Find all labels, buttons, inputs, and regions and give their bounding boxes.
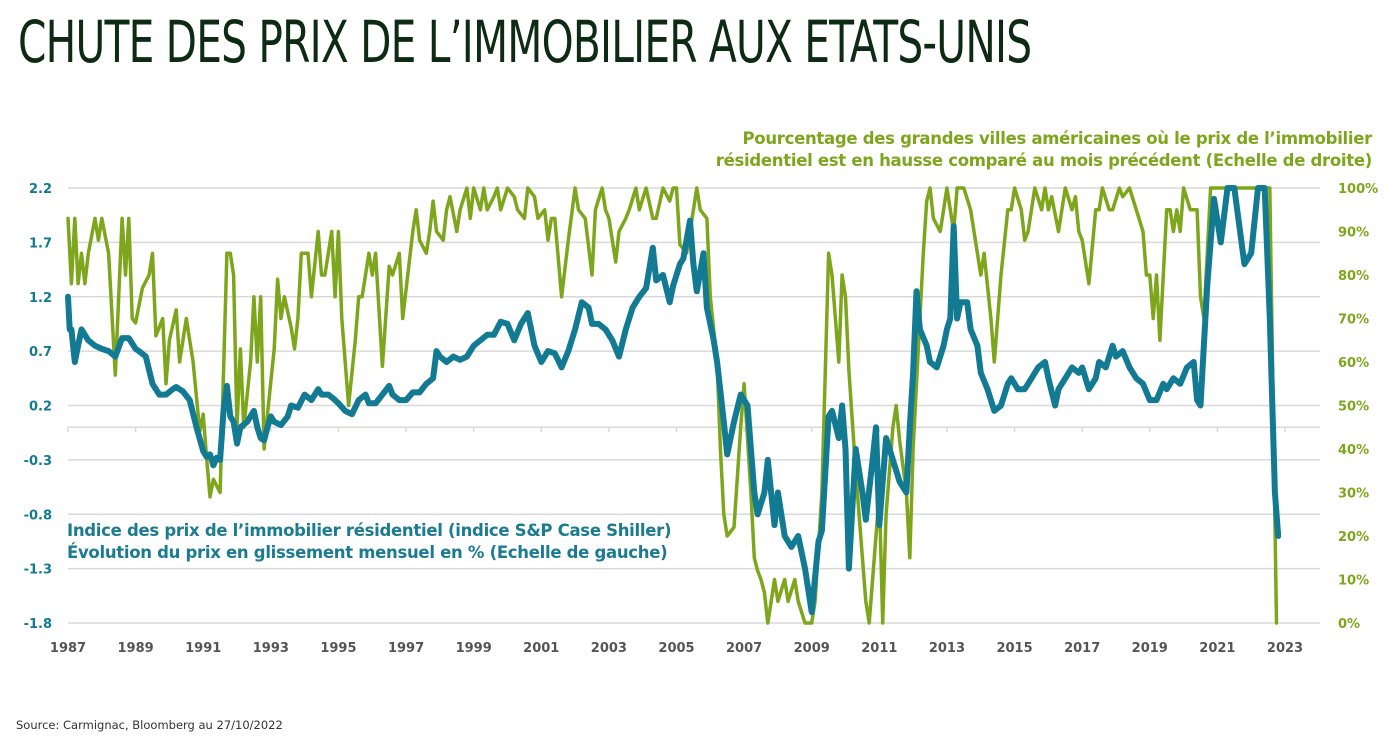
left-tick-label: 1.2: [29, 291, 52, 306]
right-tick-label: 0%: [1338, 617, 1360, 632]
left-legend-line-1: Indice des prix de l’immobilier résident…: [67, 521, 672, 540]
right-tick-label: 80%: [1338, 269, 1369, 284]
left-tick-label: 2.2: [29, 182, 52, 197]
x-tick-label: 2021: [1199, 641, 1235, 656]
x-tick-label: 2007: [726, 641, 762, 656]
right-tick-label: 50%: [1338, 400, 1369, 415]
series-line-pct-cities: [66, 186, 1279, 625]
source-note: Source: Carmignac, Bloomberg au 27/10/20…: [16, 718, 283, 732]
x-tick-label: 1999: [456, 641, 492, 656]
right-tick-label: 10%: [1338, 574, 1369, 589]
x-tick-label: 2017: [1064, 641, 1100, 656]
left-tick-label: -0.8: [24, 508, 52, 523]
left-tick-label: -1.8: [24, 617, 52, 632]
x-tick-label: 2013: [929, 641, 965, 656]
x-tick-label: 1995: [320, 641, 356, 656]
x-tick-label: 2023: [1267, 641, 1303, 656]
x-tick-label: 1987: [50, 641, 86, 656]
x-tick-label: 2003: [591, 641, 627, 656]
right-tick-label: 100%: [1338, 182, 1378, 197]
x-axis-ticks: 1987 1989 1991 1993 1995 1997 1999 2001 2003 2005…: [50, 641, 1303, 656]
right-series-legend: Pourcentage des grandes villes américain…: [715, 128, 1373, 172]
x-tick-label: 1997: [388, 641, 424, 656]
right-tick-label: 40%: [1338, 443, 1369, 458]
x-tick-label: 2019: [1132, 641, 1168, 656]
x-tick-label: 1991: [185, 641, 221, 656]
x-tick-label: 2001: [523, 641, 559, 656]
x-tick-label: 2005: [658, 641, 694, 656]
right-legend-line-1: Pourcentage des grandes villes américain…: [742, 129, 1373, 148]
left-legend-line-2: Évolution du prix en glissement mensuel …: [67, 543, 668, 562]
right-tick-label: 60%: [1338, 356, 1369, 371]
right-tick-label: 90%: [1338, 226, 1369, 241]
left-series-legend: Indice des prix de l’immobilier résident…: [67, 520, 672, 564]
x-tick-label: 1989: [118, 641, 154, 656]
right-tick-label: 70%: [1338, 313, 1369, 328]
left-tick-label: 1.7: [29, 236, 52, 251]
series-line-case-shiller: [65, 185, 1282, 616]
right-legend-line-2: résidentiel est en hausse comparé au moi…: [715, 151, 1373, 170]
series-lines: [65, 185, 1282, 625]
left-tick-label: -1.3: [24, 563, 52, 578]
right-tick-label: 30%: [1338, 487, 1369, 502]
right-tick-label: 20%: [1338, 530, 1369, 545]
x-tick-label: 2015: [996, 641, 1032, 656]
x-tick-label: 2011: [861, 641, 897, 656]
x-tick-label: 1993: [253, 641, 289, 656]
left-tick-label: 0.2: [29, 400, 52, 415]
x-tick-label: 2009: [794, 641, 830, 656]
left-tick-label: 0.7: [29, 345, 52, 360]
left-tick-label: -0.3: [24, 454, 52, 469]
chart-title: CHUTE DES PRIX DE L’IMMOBILIER AUX ETATS…: [18, 8, 1032, 76]
left-axis-ticks: 2.2 1.7 1.2 0.7 0.2 -0.3 -0.8 -1.3 -1.8: [24, 182, 52, 632]
right-axis-ticks: 100% 90% 80% 70% 60% 50% 40% 30% 20% 10% 0%: [1338, 182, 1378, 632]
